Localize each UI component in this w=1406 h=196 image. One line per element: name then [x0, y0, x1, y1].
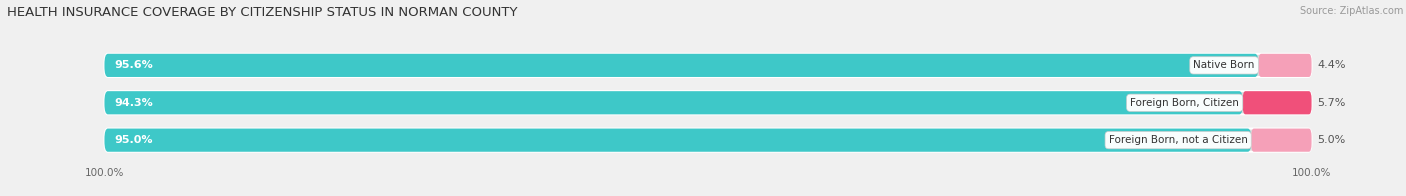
FancyBboxPatch shape [104, 129, 1312, 152]
Text: Foreign Born, not a Citizen: Foreign Born, not a Citizen [1109, 135, 1247, 145]
FancyBboxPatch shape [104, 129, 1251, 152]
FancyBboxPatch shape [104, 54, 1312, 77]
Text: Foreign Born, Citizen: Foreign Born, Citizen [1130, 98, 1239, 108]
Text: 5.7%: 5.7% [1317, 98, 1346, 108]
FancyBboxPatch shape [104, 54, 1258, 77]
FancyBboxPatch shape [1243, 91, 1312, 114]
Text: 4.4%: 4.4% [1317, 60, 1346, 70]
Text: 95.6%: 95.6% [114, 60, 153, 70]
Text: 95.0%: 95.0% [114, 135, 153, 145]
Text: HEALTH INSURANCE COVERAGE BY CITIZENSHIP STATUS IN NORMAN COUNTY: HEALTH INSURANCE COVERAGE BY CITIZENSHIP… [7, 6, 517, 19]
Text: Source: ZipAtlas.com: Source: ZipAtlas.com [1299, 6, 1403, 16]
Text: 5.0%: 5.0% [1317, 135, 1346, 145]
FancyBboxPatch shape [104, 91, 1312, 114]
FancyBboxPatch shape [1258, 54, 1312, 77]
FancyBboxPatch shape [1251, 129, 1312, 152]
Text: Native Born: Native Born [1194, 60, 1254, 70]
FancyBboxPatch shape [104, 91, 1243, 114]
Text: 94.3%: 94.3% [114, 98, 153, 108]
